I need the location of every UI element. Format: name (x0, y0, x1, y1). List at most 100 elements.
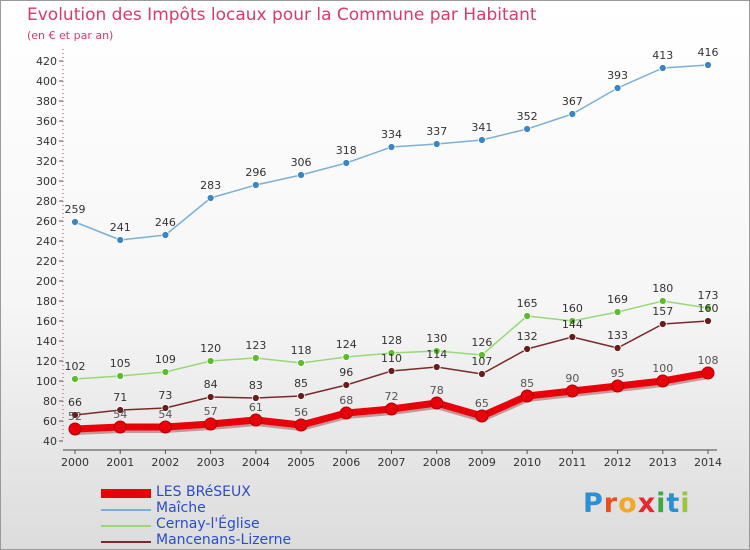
data-point (251, 181, 260, 189)
x-tick-label: 2005 (287, 456, 315, 469)
data-label: 180 (652, 282, 673, 295)
data-label: 114 (426, 348, 447, 361)
data-label: 68 (339, 394, 353, 407)
data-point (432, 347, 441, 355)
data-label: 157 (652, 305, 673, 318)
y-tick-label: 120 (36, 355, 57, 368)
y-tick-label: 80 (43, 395, 57, 408)
data-label: 52 (68, 410, 82, 423)
legend-label-mancenans: Mancenans-Lizerne (156, 532, 292, 548)
data-point (206, 393, 215, 401)
legend-label-cernay: Cernay-l'Église (156, 516, 260, 532)
data-label: 341 (471, 121, 492, 134)
data-point (342, 159, 351, 167)
x-tick-label: 2011 (558, 456, 586, 469)
y-tick-label: 100 (36, 375, 57, 388)
data-point (113, 420, 127, 434)
data-label: 73 (158, 389, 172, 402)
x-tick-label: 2000 (61, 456, 89, 469)
y-tick-label: 220 (36, 255, 57, 268)
legend-item-mancenans: Mancenans-Lizerne (101, 532, 361, 549)
data-label: 124 (336, 338, 357, 351)
data-label: 334 (381, 128, 402, 141)
legend-item-cernay: Cernay-l'Église (101, 516, 361, 533)
legend-item-les-breseux: LES BRéSEUX (101, 484, 361, 501)
data-point (206, 194, 215, 202)
data-label: 169 (607, 293, 628, 306)
data-point (161, 231, 170, 239)
x-tick-label: 2009 (468, 456, 496, 469)
data-point (297, 359, 305, 367)
x-tick-label: 2004 (242, 456, 270, 469)
y-tick-label: 280 (36, 195, 57, 208)
y-tick-label: 180 (36, 295, 57, 308)
data-point (297, 392, 305, 400)
legend-item-maiche: Maîche (101, 500, 361, 517)
x-tick-label: 2013 (649, 456, 677, 469)
data-point (568, 333, 577, 341)
data-point (161, 404, 170, 412)
logo-letter: o (618, 488, 638, 519)
data-label: 318 (336, 144, 357, 157)
data-label: 393 (607, 69, 628, 82)
x-tick-label: 2003 (197, 456, 225, 469)
data-label: 100 (652, 362, 673, 375)
data-point (658, 297, 667, 305)
y-tick-label: 260 (36, 215, 57, 228)
data-point (251, 354, 260, 362)
data-point (387, 143, 396, 151)
data-label: 85 (294, 377, 308, 390)
data-label: 416 (698, 46, 719, 59)
data-point (339, 406, 353, 420)
x-tick-label: 2012 (604, 456, 632, 469)
y-tick-label: 200 (36, 275, 57, 288)
legend-swatch-cernay (101, 525, 151, 527)
legend-label-les-breseux: LES BRéSEUX (156, 484, 251, 500)
data-label: 352 (517, 110, 538, 123)
data-label: 413 (652, 49, 673, 62)
x-tick-label: 2007 (378, 456, 406, 469)
data-point (704, 317, 712, 325)
data-label: 241 (110, 221, 131, 234)
chart-data-labels: 52 54 54 57 61 56 68 72 78 65 85 90 95 100 108 259 241 24… (65, 46, 719, 423)
data-point (568, 317, 577, 325)
data-point (613, 344, 622, 352)
data-point (385, 402, 398, 416)
data-point (204, 417, 218, 431)
data-label: 85 (520, 377, 534, 390)
y-tick-label: 240 (36, 235, 57, 248)
data-label: 66 (68, 396, 82, 409)
logo-letter: t (666, 488, 681, 519)
x-tick-label: 2001 (106, 456, 134, 469)
data-label: 56 (294, 406, 308, 419)
y-tick-label: 160 (36, 315, 57, 328)
data-label: 128 (381, 334, 402, 347)
data-point (613, 308, 622, 316)
data-point (565, 384, 579, 398)
data-label: 108 (698, 354, 719, 367)
y-tick-label: 320 (36, 155, 57, 168)
data-label: 118 (291, 344, 312, 357)
data-label: 160 (562, 302, 583, 315)
y-tick-label: 360 (36, 115, 57, 128)
data-point (387, 367, 396, 375)
chart-series (68, 61, 715, 436)
data-point (116, 406, 125, 414)
x-tick-label: 2006 (332, 456, 360, 469)
data-point (297, 171, 305, 179)
data-label: 126 (471, 336, 492, 349)
data-point (658, 64, 667, 72)
data-label: 173 (698, 289, 719, 302)
chart-title: Evolution des Impôts locaux pour la Comm… (27, 5, 537, 25)
data-point (387, 349, 396, 357)
data-point (71, 411, 79, 419)
data-label: 109 (155, 353, 176, 366)
data-label: 72 (385, 390, 399, 403)
data-label: 83 (249, 379, 263, 392)
chart-subtitle: (en € et par an) (27, 29, 114, 42)
data-label: 105 (110, 357, 131, 370)
data-point (520, 389, 534, 403)
data-point (704, 61, 712, 69)
data-label: 107 (471, 355, 492, 368)
